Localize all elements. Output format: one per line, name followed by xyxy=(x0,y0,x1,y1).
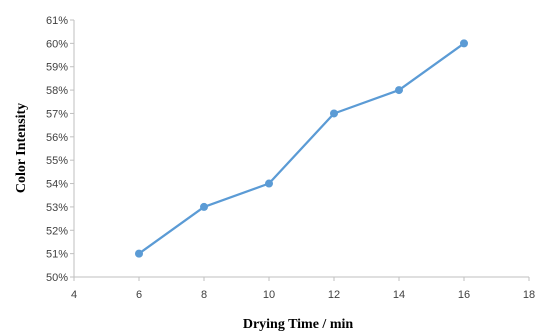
x-tick-label: 12 xyxy=(328,289,340,301)
y-tick-label: 57% xyxy=(46,108,68,120)
data-point xyxy=(330,109,338,118)
y-tick-label: 60% xyxy=(46,38,68,50)
y-tick-label: 59% xyxy=(46,62,68,74)
y-tick-label: 55% xyxy=(46,155,68,167)
axes xyxy=(73,20,529,278)
x-tick-label: 18 xyxy=(523,289,535,301)
y-tick-labels: 50% 51% 52% 53% 54% 55% 56% 57% 58% 59% 60% 61% xyxy=(46,15,74,284)
y-tick-label: 52% xyxy=(46,225,68,237)
y-tick-label: 54% xyxy=(46,179,68,191)
y-tick-label: 50% xyxy=(46,272,68,284)
x-tick-labels: 4 6 8 10 12 14 16 18 xyxy=(71,277,535,301)
x-tick-label: 14 xyxy=(393,289,405,301)
x-axis-title: Drying Time / min xyxy=(243,317,354,331)
x-tick-label: 8 xyxy=(201,289,207,301)
data-point xyxy=(265,179,273,188)
x-tick-label: 4 xyxy=(71,289,77,301)
series-line xyxy=(138,42,465,255)
y-tick-label: 58% xyxy=(46,85,68,97)
x-tick-label: 10 xyxy=(263,289,275,301)
y-tick-label: 61% xyxy=(46,15,68,27)
y-tick-label: 53% xyxy=(46,202,68,214)
y-tick-label: 51% xyxy=(46,249,68,261)
y-axis-title: Color Intensity xyxy=(14,103,29,193)
y-tick-label: 56% xyxy=(46,132,68,144)
x-tick-label: 16 xyxy=(458,289,470,301)
data-point xyxy=(200,202,208,211)
data-point xyxy=(395,86,403,95)
series-group xyxy=(135,39,468,258)
x-tick-label: 6 xyxy=(136,289,142,301)
data-point xyxy=(460,39,468,48)
data-point xyxy=(135,249,143,258)
